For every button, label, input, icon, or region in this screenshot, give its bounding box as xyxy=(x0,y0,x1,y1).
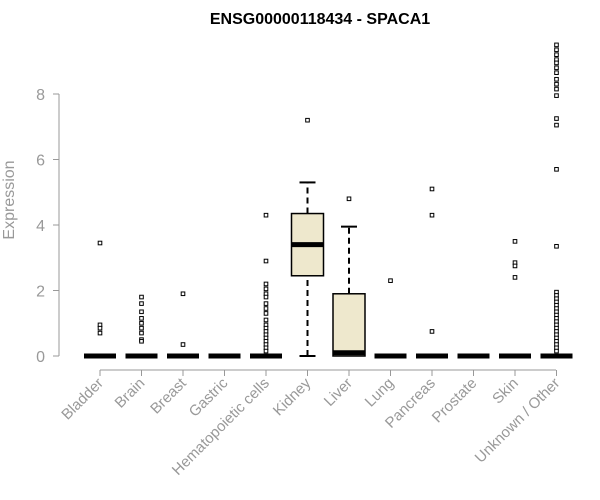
outlier-point xyxy=(139,316,144,321)
box-unknown-other xyxy=(540,42,573,359)
chart-title: ENSG00000118434 - SPACA1 xyxy=(210,11,430,28)
y-ticks: 0 2 4 6 8 xyxy=(36,87,59,366)
y-tick-label: 4 xyxy=(36,218,45,235)
y-tick-label: 6 xyxy=(36,153,45,170)
outlier-point xyxy=(180,342,186,347)
outlier-point xyxy=(554,76,559,82)
x-tick-label: Kidney xyxy=(270,374,315,419)
outlier-point xyxy=(554,60,559,66)
outlier-point xyxy=(97,330,103,336)
outlier-point xyxy=(554,52,559,58)
outlier-point xyxy=(139,294,144,300)
outlier-point xyxy=(388,278,393,283)
y-tick-label: 0 xyxy=(36,349,45,366)
x-tick-label: Lung xyxy=(362,375,398,411)
outlier-point xyxy=(139,330,144,336)
box-lung xyxy=(374,278,407,359)
x-tick-label: Prostate xyxy=(429,375,481,427)
outlier-point xyxy=(263,212,269,218)
outlier-point xyxy=(139,325,144,331)
box-kidney xyxy=(290,117,325,357)
outlier-point xyxy=(512,263,518,269)
box-pancreas xyxy=(416,186,448,359)
outlier-point xyxy=(554,243,559,249)
outlier-point xyxy=(429,329,435,334)
box-liver xyxy=(332,196,366,357)
y-axis-label: Expression xyxy=(1,160,18,239)
outlier-point xyxy=(97,240,103,246)
y-tick-label: 8 xyxy=(36,87,45,104)
x-tick-label: Skin xyxy=(489,375,522,408)
outlier-point xyxy=(263,306,269,311)
x-tick-label: Brain xyxy=(112,375,149,412)
outlier-point xyxy=(263,348,269,354)
outlier-point xyxy=(305,117,310,123)
box-bladder xyxy=(84,240,116,359)
box-series xyxy=(84,42,573,359)
outlier-point xyxy=(554,70,559,76)
y-tick-label: 2 xyxy=(36,284,45,301)
outlier-point xyxy=(429,186,435,192)
outlier-point xyxy=(554,81,559,87)
outlier-point xyxy=(139,309,144,315)
outlier-point xyxy=(263,286,269,292)
outlier-point xyxy=(263,317,269,323)
outlier-point xyxy=(346,196,352,202)
x-tick-label: Bladder xyxy=(58,375,107,424)
outlier-point xyxy=(429,212,435,218)
outlier-point xyxy=(263,294,269,300)
outlier-point xyxy=(139,320,144,326)
outlier-point xyxy=(139,301,144,306)
outlier-point xyxy=(263,301,269,306)
outlier-point xyxy=(554,86,559,92)
box-hematopoietic-cells xyxy=(250,212,282,359)
outlier-point xyxy=(139,338,144,344)
box-breast xyxy=(167,291,199,359)
x-tick-label: Breast xyxy=(147,374,190,417)
outlier-point xyxy=(554,116,559,121)
outlier-point xyxy=(263,258,269,264)
outlier-point xyxy=(180,291,186,297)
outlier-point xyxy=(554,93,559,98)
outlier-point xyxy=(554,42,559,48)
outlier-point xyxy=(512,275,518,280)
outlier-point xyxy=(263,311,269,316)
box-brain xyxy=(125,294,158,359)
x-tick-label: Liver xyxy=(321,375,356,410)
outlier-point xyxy=(554,65,559,71)
iqr-box xyxy=(332,293,366,357)
outlier-point xyxy=(97,325,103,331)
outlier-point xyxy=(554,167,559,172)
outlier-point xyxy=(512,239,518,244)
outlier-point xyxy=(263,281,269,287)
outlier-point xyxy=(554,122,559,128)
outlier-point xyxy=(554,47,559,53)
box-skin xyxy=(499,239,531,359)
outlier-point xyxy=(554,348,559,354)
